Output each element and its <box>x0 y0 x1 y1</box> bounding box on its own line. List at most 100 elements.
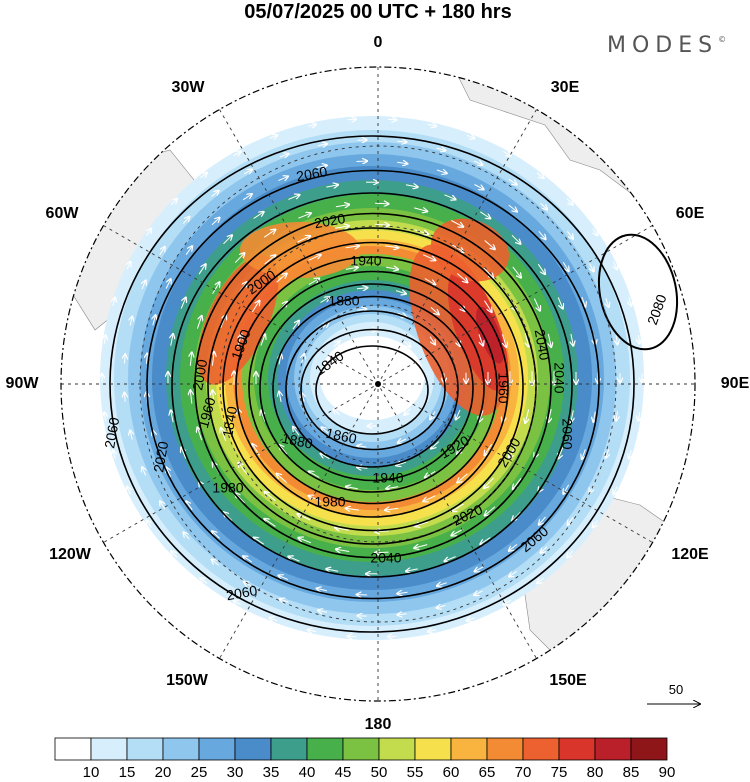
wind-vector <box>445 556 456 562</box>
wind-vector <box>484 477 494 488</box>
wind-vector <box>386 267 398 269</box>
wind-vector <box>199 173 207 179</box>
wind-vector <box>548 408 551 422</box>
wind-vector <box>171 410 173 423</box>
wind-vector <box>113 450 116 459</box>
wind-speed-band <box>320 336 424 420</box>
wind-vector <box>142 280 146 290</box>
wind-vector <box>224 512 233 522</box>
wind-vector <box>235 493 245 504</box>
contour-label: 1940 <box>372 470 403 486</box>
wind-vector <box>142 467 146 476</box>
wind-vector <box>387 119 397 120</box>
wind-vector <box>436 148 446 151</box>
wind-vector <box>385 508 399 510</box>
wind-vector <box>582 449 586 459</box>
wind-vector <box>638 412 639 420</box>
wind-vector <box>616 335 618 344</box>
wind-vector <box>307 124 316 126</box>
lon-label-0: 0 <box>373 34 383 51</box>
colorbar-swatch <box>414 737 452 761</box>
contour-label: 2040 <box>551 362 567 393</box>
wind-vector <box>538 230 546 239</box>
wind-vector <box>571 333 573 346</box>
wind-vector <box>537 577 545 583</box>
colorbar-swatch <box>450 737 488 761</box>
wind-vector <box>375 203 389 204</box>
wind-vector <box>197 427 203 441</box>
height-contour <box>235 256 509 518</box>
height-contour <box>146 169 600 600</box>
wind-vector <box>525 409 529 423</box>
colorbar-label: 60 <box>442 764 460 781</box>
vector-scale-label: 50 <box>668 682 684 697</box>
wind-vector <box>335 528 349 531</box>
wind-vector <box>375 552 389 553</box>
colorbar-swatch <box>234 737 272 761</box>
wind-vector <box>223 235 233 245</box>
wind-vector <box>511 234 521 244</box>
wind-vector <box>356 288 367 289</box>
wind-vector <box>398 439 407 443</box>
wind-vector <box>146 353 147 364</box>
wind-vector <box>451 244 464 253</box>
wind-vector <box>254 538 264 545</box>
wind-vector <box>277 474 288 483</box>
wind-vector <box>405 185 418 187</box>
wind-vector <box>347 119 357 120</box>
wind-vector <box>242 194 252 201</box>
wind-vector <box>457 473 468 483</box>
wind-vector <box>233 600 241 604</box>
wind-vector <box>334 409 341 416</box>
colorbar-swatch <box>558 737 596 761</box>
wind-vector <box>212 390 214 405</box>
wind-vector <box>483 267 494 278</box>
wind-vector <box>160 501 166 510</box>
wind-vector <box>171 334 173 346</box>
contour-label: 1860 <box>324 425 358 447</box>
wind-vectors <box>102 119 642 637</box>
wind-vector <box>264 255 276 265</box>
wind-vector <box>571 410 573 422</box>
wind-vector <box>298 538 312 544</box>
wind-vector <box>170 199 177 206</box>
wind-vector <box>616 411 618 421</box>
wind-vector <box>485 506 496 516</box>
wind-vector <box>264 230 275 238</box>
wind-vector <box>484 240 495 250</box>
colorbar-label: 35 <box>262 764 280 781</box>
wind-vector <box>533 298 540 311</box>
wind-vector <box>357 309 366 310</box>
colorbar-swatch <box>594 737 632 761</box>
wind-vector <box>451 528 464 535</box>
wind-vector <box>190 390 192 404</box>
wind-vector <box>302 393 305 403</box>
wind-vector <box>346 508 360 510</box>
colorbar-label: 45 <box>334 764 352 781</box>
wind-vector <box>375 531 390 532</box>
wind-vector <box>130 431 132 440</box>
height-contour <box>171 192 573 578</box>
wind-vector <box>124 393 125 402</box>
wind-vector <box>186 501 193 511</box>
wind-vector <box>427 124 436 126</box>
wind-vector <box>536 172 544 178</box>
wind-vector <box>279 445 288 455</box>
wind-vector <box>568 517 574 524</box>
wind-vector <box>444 194 456 200</box>
wind-vector <box>345 246 359 248</box>
wind-vector <box>479 410 484 421</box>
wind-vector <box>279 392 281 402</box>
lon-label-60e: 60E <box>675 205 705 222</box>
contour-label: 2040 <box>370 550 401 566</box>
wind-vector <box>336 549 350 551</box>
wind-vector <box>397 141 406 142</box>
wind-vector <box>153 315 156 326</box>
contour-label: 1840 <box>219 405 240 439</box>
wind-vector <box>509 445 517 458</box>
wind-vector <box>346 487 358 489</box>
wind-speed-shading <box>100 116 644 640</box>
wind-vector <box>318 610 328 612</box>
colorbar <box>54 737 668 761</box>
wind-vector <box>503 600 511 604</box>
